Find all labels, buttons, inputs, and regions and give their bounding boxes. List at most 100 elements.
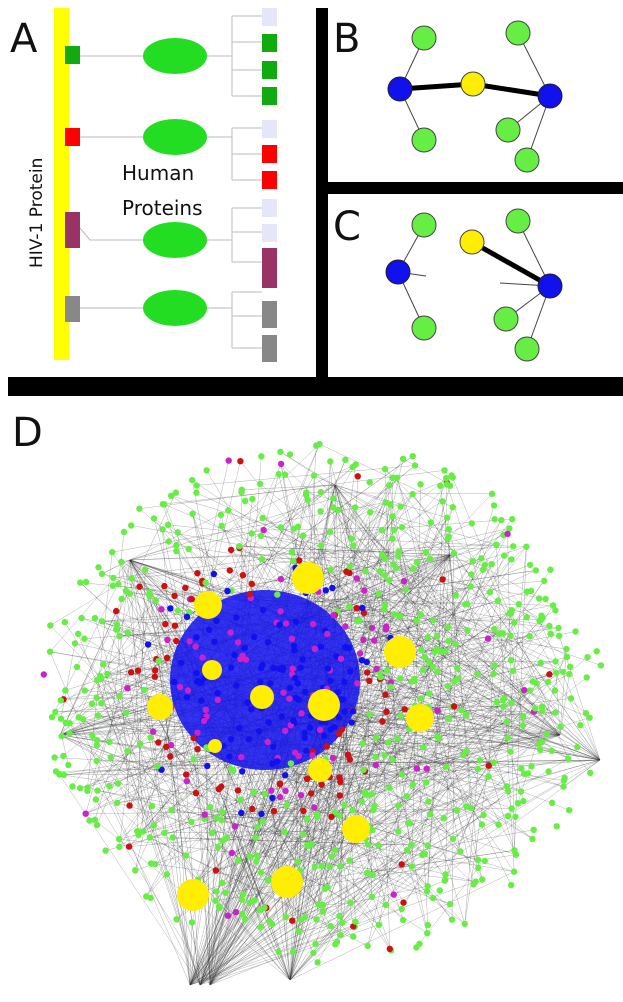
- network-node: [268, 920, 276, 928]
- network-node: [93, 737, 101, 744]
- network-node: [368, 893, 376, 901]
- network-node: [533, 680, 540, 687]
- network-node: [317, 508, 324, 515]
- human-protein-2: [143, 119, 207, 155]
- network-node: [169, 834, 176, 841]
- network-node: [467, 583, 474, 590]
- network-node: [253, 852, 261, 859]
- hiv-protein-node: [342, 815, 370, 843]
- network-node: [398, 905, 405, 913]
- network-node: [46, 648, 54, 655]
- network-node: [422, 549, 430, 556]
- network-node: [458, 706, 465, 714]
- network-node: [409, 565, 417, 573]
- network-node: [376, 568, 384, 575]
- network-node: [297, 664, 304, 671]
- network-node: [327, 566, 334, 573]
- network-node: [286, 684, 294, 692]
- network-node: [270, 664, 277, 672]
- network-node: [324, 665, 332, 672]
- network-node: [371, 637, 378, 644]
- horizontal-divider-main: [8, 377, 623, 396]
- network-node: [503, 783, 511, 790]
- network-node: [259, 606, 267, 614]
- network-node: [566, 807, 573, 814]
- network-node: [368, 790, 375, 798]
- network-node: [91, 816, 99, 823]
- network-node: [58, 733, 65, 740]
- hub-node: [537, 83, 563, 109]
- network-node: [104, 670, 111, 678]
- network-node: [200, 717, 208, 725]
- domain-tag: [262, 301, 277, 328]
- network-node: [310, 620, 317, 628]
- network-node: [468, 571, 475, 578]
- network-node: [423, 779, 430, 786]
- network-node: [409, 453, 416, 460]
- network-node: [282, 913, 289, 921]
- network-node: [239, 572, 247, 579]
- network-node: [280, 689, 287, 696]
- hub-node: [537, 273, 563, 299]
- network-node: [566, 670, 573, 678]
- network-node: [114, 799, 121, 807]
- network-node: [241, 644, 248, 652]
- network-node: [397, 675, 404, 682]
- network-node: [265, 719, 272, 726]
- network-node: [555, 624, 562, 632]
- network-node: [319, 908, 327, 915]
- network-node: [327, 677, 334, 684]
- network-node: [394, 735, 401, 742]
- network-node: [420, 744, 427, 751]
- network-node: [244, 699, 251, 706]
- network-node: [252, 834, 259, 841]
- network-node: [346, 569, 353, 577]
- network-node: [354, 618, 361, 625]
- panel-c-letter: C: [333, 204, 361, 250]
- network-node: [141, 686, 148, 694]
- network-node: [330, 495, 337, 502]
- network-node: [342, 456, 349, 463]
- network-node: [328, 813, 335, 820]
- network-node: [232, 909, 240, 916]
- network-node: [449, 474, 456, 481]
- network-node: [350, 933, 357, 940]
- network-node: [349, 806, 356, 814]
- network-node: [359, 604, 366, 612]
- network-node: [434, 707, 441, 715]
- network-node: [256, 480, 264, 487]
- network-node: [69, 783, 76, 790]
- network-node: [303, 815, 311, 823]
- network-node: [388, 756, 396, 763]
- network-node: [452, 640, 459, 648]
- hiv-protein-node: [147, 694, 173, 720]
- network-node: [144, 641, 152, 648]
- network-node: [98, 570, 106, 577]
- network-node: [507, 748, 514, 755]
- network-node: [491, 625, 498, 633]
- network-node: [377, 673, 384, 681]
- network-node: [201, 811, 208, 818]
- network-node: [75, 630, 82, 637]
- network-node: [364, 669, 371, 676]
- network-node: [227, 736, 235, 743]
- network-node: [199, 654, 206, 661]
- network-node: [276, 665, 283, 673]
- network-node: [152, 667, 159, 674]
- network-node: [572, 628, 579, 635]
- network-node: [526, 687, 534, 694]
- network-node: [213, 814, 220, 821]
- network-node: [375, 842, 382, 849]
- network-node: [381, 465, 389, 473]
- network-node: [173, 637, 180, 645]
- network-node: [511, 619, 518, 626]
- network-node: [102, 847, 109, 854]
- network-node: [341, 708, 348, 715]
- network-node: [500, 703, 507, 710]
- network-node: [86, 817, 93, 824]
- network-node: [48, 714, 56, 721]
- network-node: [361, 587, 368, 594]
- network-node: [292, 749, 299, 756]
- network-node: [299, 656, 306, 663]
- network-node: [190, 756, 197, 763]
